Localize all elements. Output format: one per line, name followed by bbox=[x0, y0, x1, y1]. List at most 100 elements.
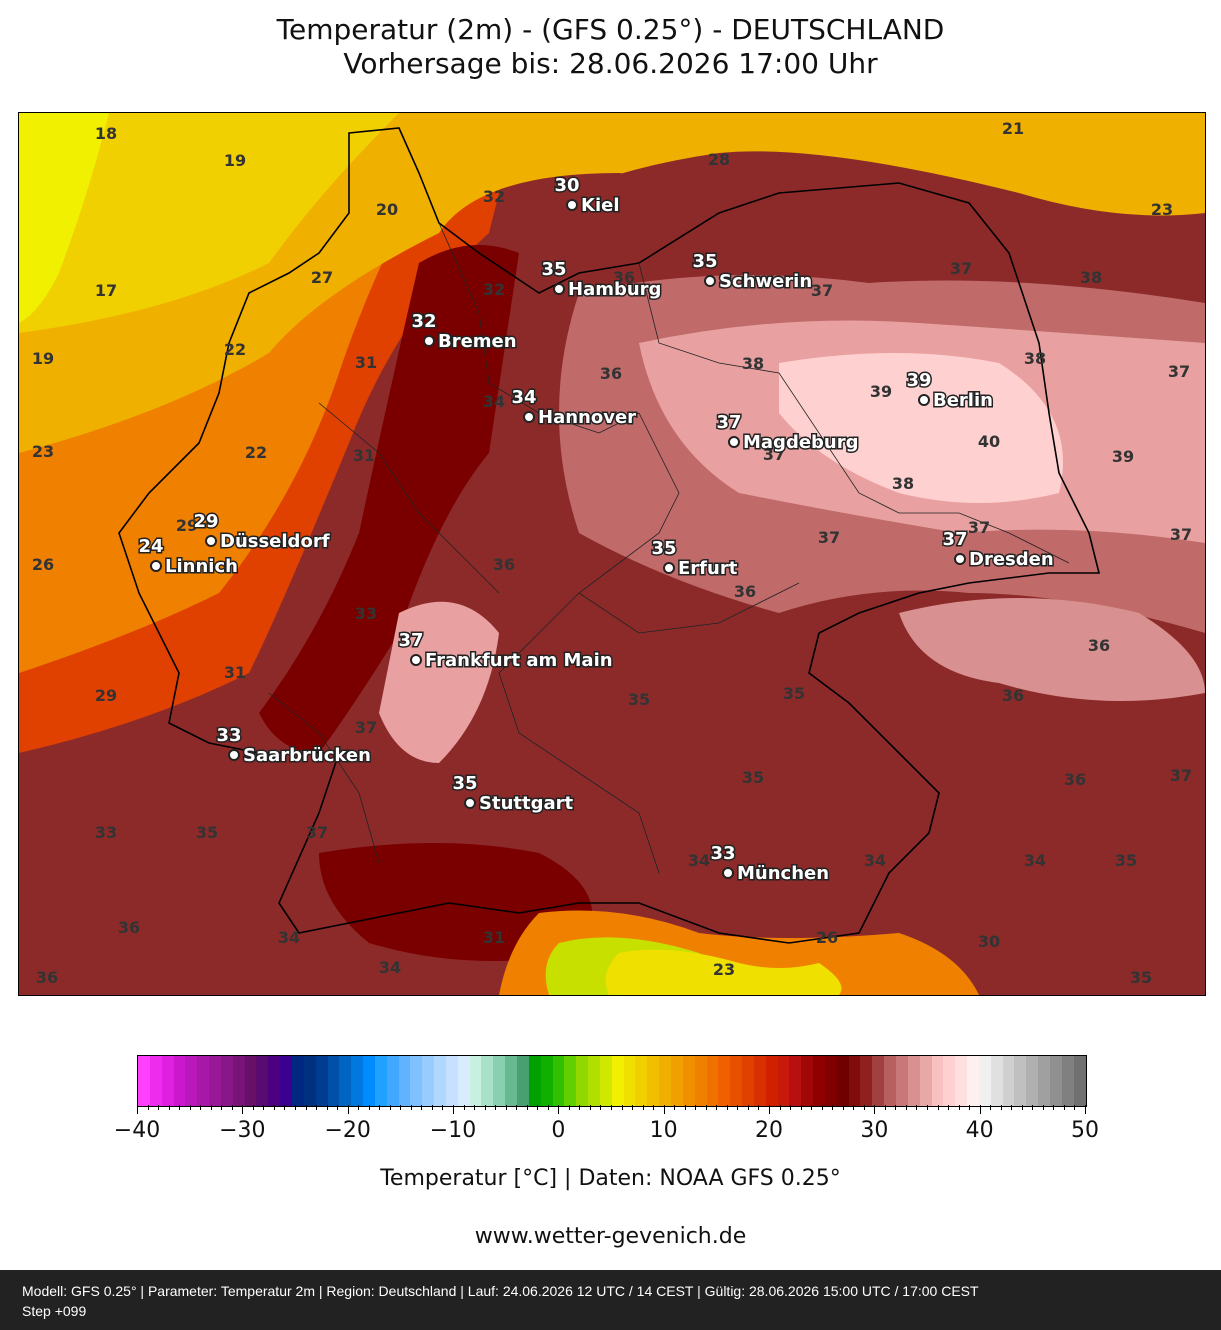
colorbar-tick bbox=[800, 1105, 802, 1110]
contour-label: 35 bbox=[783, 684, 805, 703]
contour-label: 36 bbox=[734, 582, 756, 601]
colorbar-tick bbox=[969, 1105, 971, 1110]
colorbar-tick bbox=[663, 1105, 665, 1114]
colorbar-tick bbox=[453, 1105, 454, 1114]
contour-label: 32 bbox=[483, 187, 505, 206]
contour-label: 34 bbox=[1024, 851, 1046, 870]
city-temperature: 24 bbox=[138, 536, 163, 557]
colorbar-segment bbox=[386, 1056, 399, 1106]
contour-label: 37 bbox=[811, 281, 833, 300]
city-temperature: 35 bbox=[452, 773, 477, 794]
colorbar-tick bbox=[337, 1105, 339, 1110]
colorbar-segment bbox=[434, 1056, 446, 1106]
colorbar-tick bbox=[990, 1105, 992, 1110]
colorbar-tick bbox=[189, 1105, 191, 1110]
colorbar-segment bbox=[564, 1056, 577, 1106]
colorbar-segment bbox=[493, 1056, 506, 1106]
contour-label: 40 bbox=[978, 432, 1000, 451]
state-borders bbox=[268, 222, 1070, 874]
colorbar-tick-label: −20 bbox=[324, 1118, 371, 1143]
colorbar-tick bbox=[821, 1105, 823, 1110]
colorbar-segment bbox=[138, 1056, 150, 1106]
contour-label: 31 bbox=[353, 446, 375, 465]
city-marker bbox=[228, 749, 240, 761]
colorbar-tick bbox=[884, 1105, 886, 1110]
colorbar-tick bbox=[1000, 1105, 1002, 1110]
city-marker bbox=[566, 199, 578, 211]
contour-label: 23 bbox=[713, 960, 735, 979]
colorbar-segment bbox=[576, 1056, 589, 1106]
field-yellow-alps bbox=[605, 949, 842, 995]
colorbar-tick bbox=[705, 1105, 707, 1110]
contour-label: 36 bbox=[1064, 770, 1086, 789]
colorbar-tick bbox=[168, 1105, 170, 1110]
colorbar-segment bbox=[1038, 1056, 1050, 1106]
colorbar-segment bbox=[907, 1056, 920, 1106]
colorbar-tick bbox=[221, 1105, 223, 1110]
contour-label: 36 bbox=[1088, 636, 1110, 655]
colorbar-segment bbox=[339, 1056, 352, 1106]
contour-label: 21 bbox=[1002, 119, 1024, 138]
city-temperature: 35 bbox=[692, 251, 717, 272]
city-name: Frankfurt am Main bbox=[425, 650, 613, 671]
colorbar bbox=[137, 1055, 1087, 1107]
colorbar-tick bbox=[927, 1105, 928, 1110]
colorbar-segment bbox=[197, 1056, 210, 1106]
city-marker bbox=[722, 867, 734, 879]
colorbar-tick-label: 30 bbox=[860, 1118, 889, 1143]
colorbar-tick bbox=[210, 1105, 212, 1110]
contour-label: 31 bbox=[224, 663, 246, 682]
colorbar-segment bbox=[517, 1056, 529, 1106]
colorbar-tick bbox=[611, 1105, 612, 1110]
field-bright-yellow bbox=[19, 113, 109, 323]
colorbar-tick-label: −10 bbox=[429, 1118, 477, 1143]
city-marker bbox=[918, 394, 930, 406]
colorbar-segment bbox=[599, 1056, 612, 1106]
city-temperature: 32 bbox=[411, 311, 436, 332]
colorbar-segment bbox=[445, 1056, 458, 1106]
contour-label: 34 bbox=[278, 928, 300, 947]
contour-label: 38 bbox=[742, 354, 764, 373]
colorbar-segment bbox=[978, 1056, 991, 1106]
colorbar-tick bbox=[400, 1105, 402, 1110]
city-temperature: 39 bbox=[906, 370, 931, 391]
city-temperature: 29 bbox=[193, 511, 218, 532]
colorbar-segment bbox=[896, 1056, 908, 1106]
colorbar-tick bbox=[874, 1105, 876, 1114]
footer-bar: Modell: GFS 0.25° | Parameter: Temperatu… bbox=[0, 1270, 1221, 1330]
colorbar-segment bbox=[919, 1056, 932, 1106]
city-marker bbox=[464, 797, 476, 809]
city-marker bbox=[410, 654, 422, 666]
contour-label: 37 bbox=[1170, 525, 1192, 544]
colorbar-segment bbox=[753, 1056, 766, 1106]
city-marker bbox=[553, 283, 565, 295]
city-name: Stuttgart bbox=[479, 793, 574, 814]
colorbar-tick bbox=[695, 1105, 697, 1110]
colorbar-segment bbox=[1061, 1056, 1074, 1106]
contour-label: 34 bbox=[864, 851, 886, 870]
colorbar-tick bbox=[737, 1105, 739, 1110]
colorbar-tick bbox=[769, 1105, 770, 1114]
city-marker bbox=[954, 553, 966, 565]
forecast-valid-subtitle: Vorhersage bis: 28.06.2026 17:00 Uhr bbox=[343, 47, 878, 80]
colorbar-tick bbox=[832, 1105, 834, 1110]
colorbar-tick bbox=[1063, 1105, 1065, 1110]
colorbar-tick bbox=[853, 1105, 855, 1110]
colorbar-tick bbox=[158, 1105, 160, 1110]
colorbar-tick bbox=[905, 1105, 907, 1110]
city-name: Schwerin bbox=[719, 271, 812, 292]
field-yellow-northwest bbox=[19, 113, 399, 333]
colorbar-tick bbox=[231, 1105, 233, 1110]
city-temperature: 34 bbox=[511, 387, 536, 408]
contour-label: 35 bbox=[628, 690, 650, 709]
colorbar-segment bbox=[955, 1056, 968, 1106]
colorbar-tick bbox=[1032, 1105, 1034, 1110]
colorbar-tick bbox=[790, 1105, 792, 1110]
colorbar-tick bbox=[295, 1105, 296, 1110]
